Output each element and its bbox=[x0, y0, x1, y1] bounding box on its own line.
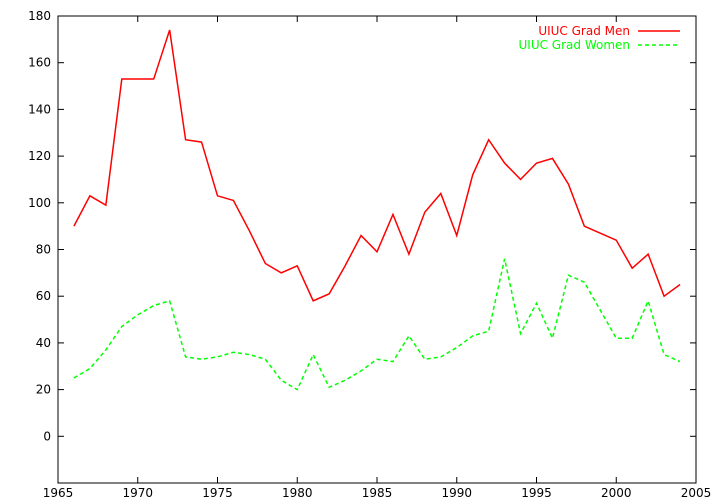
x-tick-label: 1980 bbox=[282, 486, 313, 500]
y-tick-label: 80 bbox=[36, 243, 51, 257]
x-tick-label: 2005 bbox=[681, 486, 712, 500]
legend-label-men: UIUC Grad Men bbox=[538, 24, 630, 38]
x-tick-label: 1985 bbox=[362, 486, 393, 500]
y-tick-label: 20 bbox=[36, 383, 51, 397]
y-tick-label: 140 bbox=[28, 102, 51, 116]
x-tick-label: 1965 bbox=[43, 486, 74, 500]
axis-ticks bbox=[57, 15, 697, 483]
axis-tick-labels: 1965 1970 1975 1980 1985 1990 1995 2000 2005 0 20 4… bbox=[28, 9, 711, 500]
y-tick-label: 100 bbox=[28, 196, 51, 210]
x-tick-label: 1995 bbox=[521, 486, 552, 500]
legend-label-women: UIUC Grad Women bbox=[519, 38, 631, 52]
series-line-women bbox=[73, 258, 681, 391]
x-tick-label: 1970 bbox=[122, 486, 153, 500]
y-tick-label: 160 bbox=[28, 56, 51, 70]
series-line-men bbox=[73, 29, 681, 302]
plot-frame bbox=[57, 15, 697, 484]
y-tick-label: 40 bbox=[36, 336, 51, 350]
y-tick-label: 120 bbox=[28, 149, 51, 163]
legend: UIUC Grad Men UIUC Grad Women bbox=[519, 24, 680, 52]
y-tick-label: 60 bbox=[36, 289, 51, 303]
x-tick-label: 1975 bbox=[202, 486, 233, 500]
x-tick-label: 1990 bbox=[441, 486, 472, 500]
series-lines bbox=[73, 29, 681, 391]
y-tick-label: 0 bbox=[43, 429, 51, 443]
y-tick-label: 180 bbox=[28, 9, 51, 23]
x-tick-label: 2000 bbox=[601, 486, 632, 500]
